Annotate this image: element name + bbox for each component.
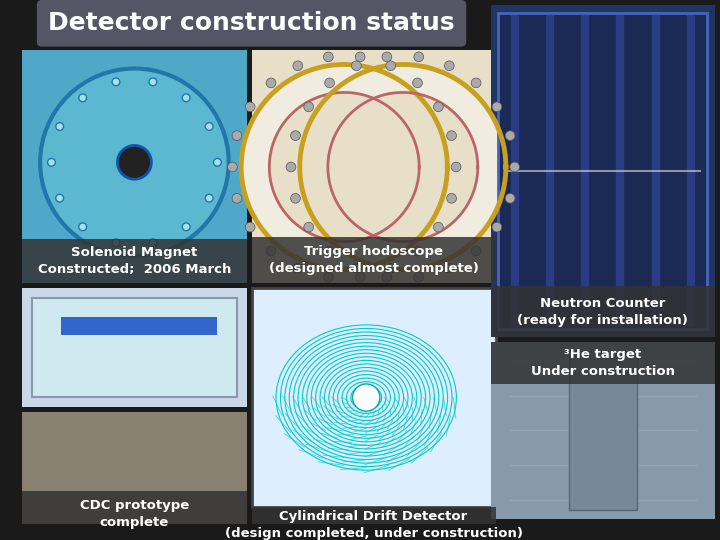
- Text: Trigger hodoscope
(designed almost complete): Trigger hodoscope (designed almost compl…: [269, 245, 479, 275]
- Circle shape: [149, 239, 157, 247]
- Bar: [251, 507, 495, 540]
- Circle shape: [325, 78, 335, 88]
- Bar: [498, 12, 707, 329]
- Circle shape: [355, 52, 365, 62]
- Circle shape: [205, 194, 213, 202]
- Circle shape: [112, 239, 120, 247]
- Circle shape: [505, 193, 515, 203]
- Circle shape: [382, 52, 392, 62]
- Circle shape: [48, 158, 55, 166]
- Circle shape: [182, 94, 190, 102]
- Circle shape: [386, 264, 395, 273]
- Bar: [490, 342, 715, 519]
- Circle shape: [214, 158, 221, 166]
- Polygon shape: [241, 64, 447, 269]
- Bar: [22, 288, 247, 407]
- Circle shape: [291, 193, 300, 203]
- Circle shape: [291, 131, 300, 140]
- Circle shape: [413, 246, 423, 256]
- Text: Cylindrical Drift Detector
(design completed, under construction): Cylindrical Drift Detector (design compl…: [225, 510, 523, 540]
- Circle shape: [413, 78, 423, 88]
- Circle shape: [386, 61, 395, 71]
- Circle shape: [117, 145, 151, 179]
- Circle shape: [293, 61, 302, 71]
- Circle shape: [446, 131, 456, 140]
- Circle shape: [510, 162, 520, 172]
- Bar: [490, 286, 715, 337]
- Circle shape: [444, 61, 454, 71]
- Bar: [32, 298, 237, 397]
- Bar: [22, 412, 247, 536]
- Circle shape: [325, 246, 335, 256]
- Text: Detector construction status: Detector construction status: [48, 11, 455, 35]
- Circle shape: [492, 222, 502, 232]
- Bar: [490, 5, 715, 337]
- Bar: [251, 288, 495, 507]
- Bar: [490, 342, 715, 384]
- Bar: [61, 318, 217, 335]
- Bar: [22, 239, 247, 284]
- Circle shape: [266, 78, 276, 88]
- Circle shape: [323, 52, 333, 62]
- Circle shape: [304, 102, 314, 112]
- Text: Neutron Counter
(ready for installation): Neutron Counter (ready for installation): [518, 296, 688, 327]
- Text: Solenoid Magnet
Constructed;  2006 March: Solenoid Magnet Constructed; 2006 March: [37, 246, 231, 276]
- Circle shape: [433, 102, 444, 112]
- Circle shape: [246, 222, 255, 232]
- Circle shape: [471, 246, 481, 256]
- Circle shape: [451, 162, 461, 172]
- Bar: [251, 50, 495, 284]
- Text: CDC prototype
complete: CDC prototype complete: [80, 498, 189, 529]
- Circle shape: [246, 102, 255, 112]
- Circle shape: [286, 162, 296, 172]
- Circle shape: [414, 52, 423, 62]
- Circle shape: [266, 246, 276, 256]
- Circle shape: [323, 272, 333, 282]
- Circle shape: [78, 223, 86, 231]
- Circle shape: [492, 102, 502, 112]
- Text: ³He target
Under construction: ³He target Under construction: [531, 348, 675, 378]
- Polygon shape: [269, 92, 419, 241]
- Circle shape: [232, 131, 242, 140]
- Circle shape: [444, 264, 454, 273]
- Circle shape: [446, 193, 456, 203]
- Circle shape: [414, 272, 423, 282]
- Polygon shape: [300, 64, 506, 269]
- Circle shape: [382, 272, 392, 282]
- Circle shape: [351, 61, 361, 71]
- Circle shape: [505, 131, 515, 140]
- Circle shape: [78, 94, 86, 102]
- Circle shape: [232, 193, 242, 203]
- Bar: [22, 50, 247, 284]
- Circle shape: [471, 78, 481, 88]
- Circle shape: [353, 384, 380, 411]
- Circle shape: [351, 264, 361, 273]
- Polygon shape: [328, 92, 478, 241]
- Bar: [570, 352, 636, 510]
- Circle shape: [205, 123, 213, 130]
- Bar: [22, 491, 247, 536]
- Circle shape: [149, 78, 157, 86]
- Circle shape: [433, 222, 444, 232]
- Circle shape: [112, 78, 120, 86]
- Bar: [251, 237, 495, 284]
- Circle shape: [182, 223, 190, 231]
- Circle shape: [355, 272, 365, 282]
- FancyBboxPatch shape: [37, 0, 467, 46]
- Circle shape: [304, 222, 314, 232]
- Circle shape: [55, 123, 63, 130]
- Circle shape: [40, 69, 229, 256]
- Circle shape: [55, 194, 63, 202]
- Circle shape: [293, 264, 302, 273]
- Circle shape: [228, 162, 238, 172]
